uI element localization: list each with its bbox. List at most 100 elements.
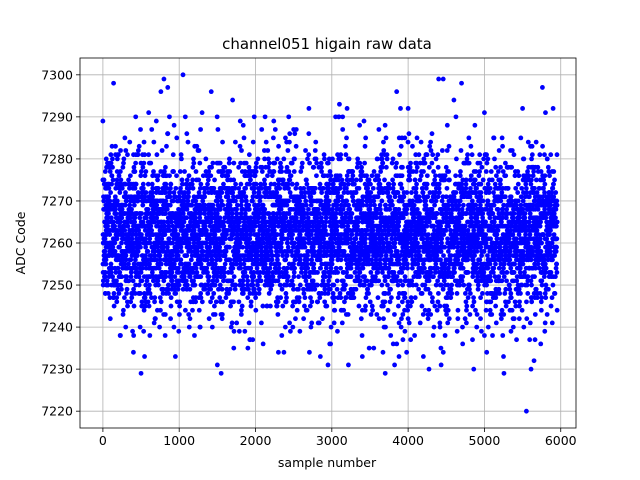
data-point (132, 169, 138, 174)
data-point (376, 316, 382, 322)
data-point (246, 152, 252, 158)
data-point (477, 257, 483, 263)
data-point (405, 265, 410, 271)
data-point (132, 215, 138, 221)
data-point (420, 190, 426, 195)
data-point (253, 169, 259, 174)
data-point (413, 185, 419, 191)
data-point (139, 299, 145, 305)
data-point (444, 215, 450, 221)
data-point (465, 295, 471, 301)
data-point (418, 173, 424, 179)
data-point (191, 240, 197, 246)
data-point (297, 223, 302, 229)
data-point (162, 232, 168, 237)
data-point (466, 135, 472, 141)
data-point (119, 185, 125, 191)
data-point (392, 312, 397, 317)
data-point (108, 215, 114, 221)
data-point (441, 253, 446, 259)
data-point (326, 185, 332, 191)
data-point (309, 320, 315, 326)
data-point (416, 249, 422, 254)
data-point (380, 303, 386, 309)
data-point (368, 282, 374, 288)
data-point (290, 282, 296, 288)
data-point (289, 227, 294, 233)
data-point (206, 278, 212, 284)
data-point (175, 286, 181, 292)
data-point (224, 232, 229, 237)
data-point (195, 223, 201, 229)
data-point (464, 156, 470, 162)
data-point (385, 282, 390, 288)
data-point (285, 148, 291, 153)
data-point (321, 236, 327, 242)
data-point (286, 169, 292, 174)
data-point (434, 253, 440, 259)
data-point (327, 274, 332, 280)
data-point (463, 299, 469, 305)
data-point (215, 274, 220, 280)
data-point (419, 185, 425, 191)
data-point (459, 278, 465, 284)
data-point (145, 206, 151, 212)
data-point (320, 278, 326, 284)
data-point (368, 270, 374, 275)
data-point (155, 223, 161, 229)
data-point (268, 181, 274, 187)
data-point (372, 202, 377, 208)
data-point (112, 206, 118, 212)
data-point (242, 328, 248, 334)
data-point (322, 156, 327, 162)
data-point (259, 244, 264, 250)
data-point (292, 265, 298, 271)
data-point (429, 299, 435, 305)
data-point (296, 299, 302, 305)
data-point (465, 227, 471, 233)
data-point (440, 211, 446, 216)
data-point (388, 286, 393, 292)
data-point (342, 215, 348, 221)
data-point (217, 215, 223, 221)
data-point (316, 320, 322, 326)
data-point (285, 244, 291, 250)
data-point (442, 177, 448, 183)
data-point (118, 148, 123, 153)
data-point (310, 244, 316, 250)
data-point (337, 185, 343, 191)
data-point (167, 173, 172, 179)
data-point (246, 320, 252, 326)
data-point (462, 223, 468, 229)
data-point (186, 312, 192, 317)
data-point (124, 286, 130, 292)
data-point (371, 169, 377, 174)
data-point (272, 181, 278, 187)
data-point (388, 257, 394, 263)
data-point (359, 244, 365, 250)
data-point (119, 215, 125, 221)
data-point (466, 160, 472, 166)
data-point (147, 240, 153, 246)
data-point (449, 291, 455, 296)
data-point (187, 185, 192, 191)
data-point (226, 160, 232, 166)
data-point (154, 202, 160, 208)
data-point (392, 194, 398, 200)
data-point (164, 185, 170, 191)
data-point (420, 236, 426, 242)
data-point (157, 295, 163, 301)
data-point (478, 190, 484, 195)
data-point (208, 211, 214, 216)
data-point (334, 286, 340, 292)
data-point (141, 160, 147, 166)
data-point (303, 278, 309, 284)
data-point (399, 316, 404, 322)
data-point (168, 316, 173, 322)
data-point (114, 177, 120, 183)
data-point (431, 324, 437, 330)
data-point (277, 194, 283, 200)
data-point (436, 291, 441, 296)
data-point (339, 320, 345, 326)
data-point (116, 152, 121, 158)
